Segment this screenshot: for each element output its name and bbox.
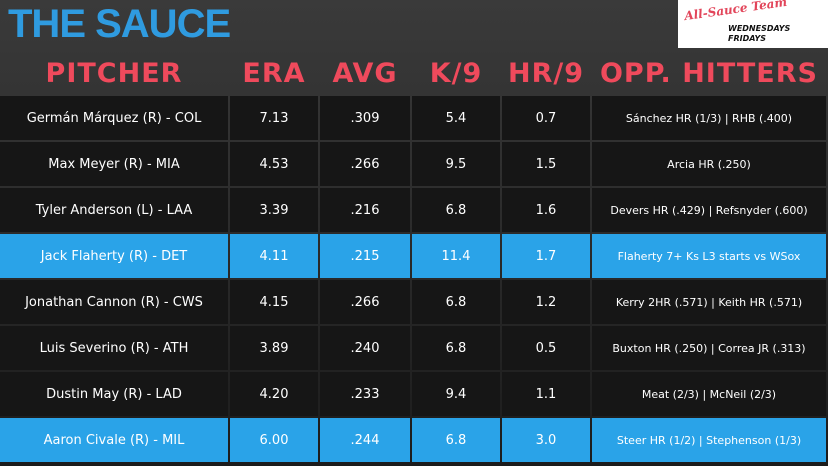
table-cell: .266 xyxy=(320,142,410,186)
table-cell: Buxton HR (.250) | Correa JR (.313) xyxy=(592,326,826,370)
table-cell: Jonathan Cannon (R) - CWS xyxy=(0,280,228,324)
table-cell: 9.4 xyxy=(412,372,500,416)
table-cell: Aaron Civale (R) - MIL xyxy=(0,418,228,462)
table-cell: 7.13 xyxy=(230,96,318,140)
table-cell: .233 xyxy=(320,372,410,416)
table-cell: Kerry 2HR (.571) | Keith HR (.571) xyxy=(592,280,826,324)
table-cell: Devers HR (.429) | Refsnyder (.600) xyxy=(592,188,826,232)
table-cell: Steer HR (1/2) | Stephenson (1/3) xyxy=(592,418,826,462)
table-cell: Dustin May (R) - LAD xyxy=(0,372,228,416)
column-header: K/9 xyxy=(429,57,483,89)
table-cell: .216 xyxy=(320,188,410,232)
table-cell: 5.4 xyxy=(412,96,500,140)
table-cell: .309 xyxy=(320,96,410,140)
column-header: AVG xyxy=(332,57,398,89)
table-cell: Jack Flaherty (R) - DET xyxy=(0,234,228,278)
table-cell: 6.8 xyxy=(412,326,500,370)
table-cell: .240 xyxy=(320,326,410,370)
table-cell: Flaherty 7+ Ks L3 starts vs WSox xyxy=(592,234,826,278)
table-cell: 0.7 xyxy=(502,96,590,140)
table-cell: .244 xyxy=(320,418,410,462)
table-cell: 11.4 xyxy=(412,234,500,278)
table-cell: Meat (2/3) | McNeil (2/3) xyxy=(592,372,826,416)
table-cell: 4.53 xyxy=(230,142,318,186)
table-cell: 6.8 xyxy=(412,188,500,232)
table-cell: 3.39 xyxy=(230,188,318,232)
table-cell: .215 xyxy=(320,234,410,278)
table-cell: 1.6 xyxy=(502,188,590,232)
table-cell: Max Meyer (R) - MIA xyxy=(0,142,228,186)
table-cell: 6.8 xyxy=(412,280,500,324)
badge-day: WEDNESDAYS xyxy=(728,24,791,33)
table-cell: 4.15 xyxy=(230,280,318,324)
logo: THE SAUCE xyxy=(8,2,231,46)
table-cell: 3.0 xyxy=(502,418,590,462)
badge-title: All-Sauce Team xyxy=(683,0,788,24)
table-cell: 1.7 xyxy=(502,234,590,278)
table-cell: 0.5 xyxy=(502,326,590,370)
table-cell: 6.00 xyxy=(230,418,318,462)
column-header: OPP. HITTERS xyxy=(599,57,818,89)
table-cell: Luis Severino (R) - ATH xyxy=(0,326,228,370)
column-header: ERA xyxy=(242,57,306,89)
table-cell: 4.20 xyxy=(230,372,318,416)
table-cell: Tyler Anderson (L) - LAA xyxy=(0,188,228,232)
column-header: HR/9 xyxy=(507,57,585,89)
table: PITCHER ERA AVG K/9 HR/9 OPP. HITTERS Germán M… xyxy=(0,50,828,462)
table-cell: Germán Márquez (R) - COL xyxy=(0,96,228,140)
badge: All-Sauce Team WEDNESDAYS FRIDAYS xyxy=(678,0,828,48)
table-cell: 6.8 xyxy=(412,418,500,462)
badge-day: FRIDAYS xyxy=(728,34,767,43)
table-cell: Sánchez HR (1/3) | RHB (.400) xyxy=(592,96,826,140)
table-cell: 3.89 xyxy=(230,326,318,370)
column-header: PITCHER xyxy=(45,57,183,89)
table-cell: .266 xyxy=(320,280,410,324)
table-cell: 1.1 xyxy=(502,372,590,416)
table-cell: Arcia HR (.250) xyxy=(592,142,826,186)
table-cell: 1.2 xyxy=(502,280,590,324)
table-cell: 1.5 xyxy=(502,142,590,186)
table-cell: 4.11 xyxy=(230,234,318,278)
table-cell: 9.5 xyxy=(412,142,500,186)
